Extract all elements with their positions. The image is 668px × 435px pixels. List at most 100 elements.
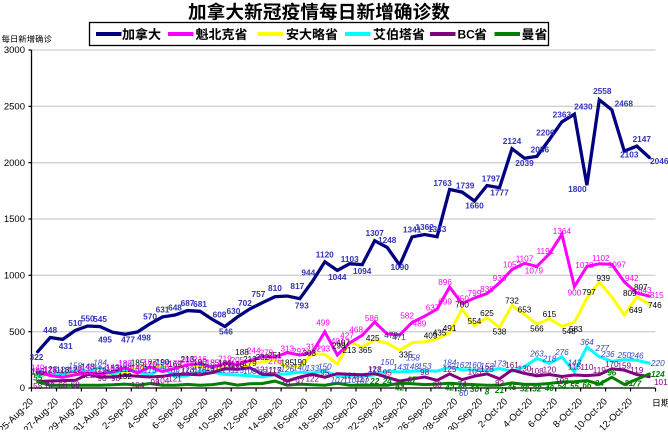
svg-text:104: 104 [131, 381, 145, 390]
svg-text:175: 175 [168, 360, 182, 369]
svg-text:1079: 1079 [525, 267, 544, 276]
svg-text:161: 161 [505, 361, 519, 370]
svg-text:538: 538 [493, 328, 507, 337]
svg-text:158: 158 [406, 353, 420, 362]
svg-text:118: 118 [56, 366, 69, 375]
svg-text:159: 159 [617, 361, 631, 370]
svg-text:401: 401 [331, 337, 345, 346]
svg-text:123: 123 [43, 365, 57, 374]
svg-text:66: 66 [582, 381, 592, 390]
svg-text:117: 117 [356, 375, 369, 384]
svg-text:608: 608 [213, 310, 227, 320]
svg-text:298: 298 [332, 341, 346, 350]
svg-text:132: 132 [131, 364, 145, 373]
svg-text:219: 219 [218, 355, 232, 364]
svg-text:1097: 1097 [608, 261, 627, 270]
svg-text:32: 32 [520, 385, 530, 394]
svg-text:491: 491 [443, 324, 457, 333]
svg-text:1364: 1364 [553, 227, 572, 236]
svg-text:205: 205 [231, 356, 245, 365]
svg-text:98: 98 [258, 368, 268, 377]
svg-text:303: 303 [302, 349, 316, 358]
svg-text:944: 944 [301, 267, 315, 277]
svg-text:148: 148 [81, 363, 95, 372]
svg-text:315: 315 [306, 343, 320, 352]
svg-text:61: 61 [283, 378, 293, 387]
svg-text:98: 98 [111, 374, 121, 383]
svg-text:2046: 2046 [650, 156, 668, 166]
svg-text:45: 45 [506, 383, 517, 392]
svg-text:153: 153 [480, 362, 494, 371]
svg-text:108: 108 [530, 367, 544, 376]
svg-text:2558: 2558 [593, 86, 612, 96]
svg-text:364: 364 [580, 338, 594, 347]
svg-text:435: 435 [433, 329, 447, 338]
svg-text:107: 107 [330, 376, 344, 385]
svg-text:838: 838 [480, 285, 494, 294]
svg-text:55: 55 [570, 382, 580, 391]
svg-text:185: 185 [206, 358, 220, 367]
svg-text:95: 95 [383, 369, 393, 378]
svg-text:797: 797 [582, 288, 596, 297]
svg-text:489: 489 [413, 320, 427, 329]
svg-text:121: 121 [218, 366, 232, 375]
svg-text:236: 236 [600, 350, 615, 359]
svg-text:1120: 1120 [316, 249, 334, 259]
svg-text:809: 809 [623, 289, 637, 298]
svg-text:111: 111 [44, 367, 57, 376]
svg-text:799: 799 [468, 289, 482, 298]
svg-text:900: 900 [568, 288, 582, 297]
svg-text:54: 54 [557, 382, 567, 391]
svg-text:173: 173 [493, 360, 507, 369]
svg-text:649: 649 [629, 306, 643, 315]
svg-text:478: 478 [384, 331, 398, 340]
svg-text:128: 128 [368, 365, 382, 374]
svg-text:105: 105 [468, 367, 482, 376]
svg-text:2147: 2147 [633, 134, 652, 144]
svg-text:169: 169 [168, 360, 182, 369]
svg-text:615: 615 [543, 310, 557, 319]
svg-text:335: 335 [399, 350, 413, 359]
svg-text:124: 124 [651, 370, 665, 379]
svg-text:477: 477 [121, 334, 135, 344]
svg-text:185: 185 [131, 358, 145, 367]
svg-text:817: 817 [290, 281, 304, 291]
svg-text:133: 133 [106, 364, 120, 373]
svg-text:115: 115 [568, 363, 581, 372]
svg-text:130: 130 [518, 365, 532, 374]
svg-text:31: 31 [624, 379, 634, 388]
svg-text:630: 630 [226, 306, 240, 316]
svg-text:119: 119 [268, 366, 281, 375]
svg-text:933: 933 [493, 274, 507, 283]
svg-text:586: 586 [365, 314, 379, 323]
svg-text:137: 137 [206, 364, 220, 373]
svg-text:550: 550 [81, 314, 95, 324]
svg-text:108: 108 [243, 367, 257, 376]
svg-text:2430: 2430 [574, 102, 593, 112]
svg-text:1307: 1307 [365, 228, 384, 238]
svg-text:625: 625 [480, 309, 494, 318]
svg-text:150: 150 [318, 362, 332, 371]
svg-text:68: 68 [433, 381, 443, 390]
svg-text:40: 40 [544, 384, 555, 393]
svg-text:546: 546 [219, 327, 233, 337]
svg-text:82: 82 [495, 379, 505, 388]
svg-text:112: 112 [119, 365, 132, 374]
svg-text:2206: 2206 [536, 128, 555, 138]
svg-text:143: 143 [393, 363, 407, 372]
svg-text:190: 190 [193, 358, 207, 367]
svg-text:32: 32 [532, 385, 542, 394]
svg-text:110: 110 [31, 367, 44, 376]
svg-text:8: 8 [485, 387, 490, 396]
svg-text:21: 21 [494, 386, 505, 395]
svg-text:62: 62 [46, 381, 56, 390]
svg-text:187: 187 [143, 358, 157, 367]
svg-text:55: 55 [33, 373, 43, 382]
svg-text:143: 143 [568, 358, 582, 367]
svg-text:407: 407 [336, 338, 350, 347]
svg-text:3000: 3000 [4, 45, 25, 56]
svg-text:164: 164 [118, 361, 132, 370]
svg-text:98: 98 [98, 374, 108, 383]
svg-text:170: 170 [605, 360, 619, 369]
svg-text:133: 133 [305, 364, 319, 373]
